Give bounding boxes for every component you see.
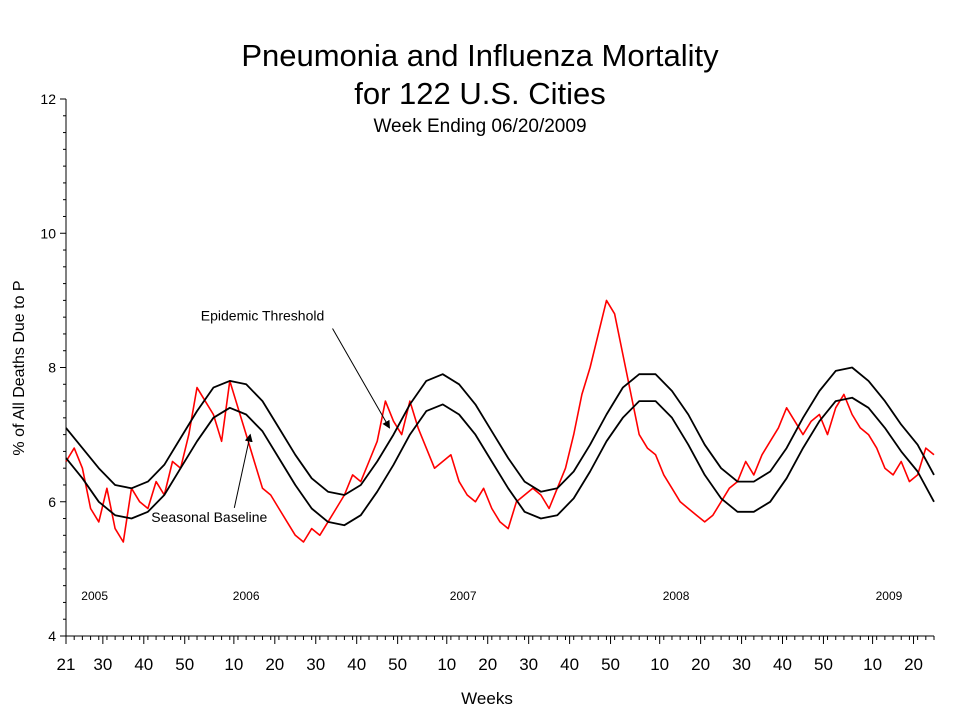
annotation-label: Epidemic Threshold bbox=[201, 308, 324, 324]
x-tick-label: 50 bbox=[814, 655, 833, 674]
x-tick-label: 20 bbox=[691, 655, 710, 674]
x-tick-label: 40 bbox=[347, 655, 366, 674]
year-label: 2008 bbox=[663, 589, 690, 603]
x-ticks: 21 30 40 50 10 20 30 40 50 10 20 30 40 50 10 20 30 40 50 10… bbox=[57, 636, 935, 674]
x-tick-label: 20 bbox=[265, 655, 284, 674]
year-label: 2005 bbox=[81, 589, 108, 603]
year-label: 2006 bbox=[233, 589, 260, 603]
series-line-epidemic-threshold bbox=[65, 366, 935, 496]
series-layer bbox=[65, 299, 935, 543]
series-line-seasonal-baseline bbox=[65, 396, 935, 527]
y-tick-label: 12 bbox=[40, 91, 56, 107]
annotation-arrow bbox=[332, 328, 390, 429]
y-axis-label: % of All Deaths Due to P bbox=[11, 280, 28, 455]
x-tick-label: 21 bbox=[57, 655, 76, 674]
x-tick-label: 30 bbox=[306, 655, 325, 674]
y-tick-label: 6 bbox=[48, 494, 56, 510]
x-tick-label: 30 bbox=[93, 655, 112, 674]
x-tick-label: 10 bbox=[863, 655, 882, 674]
y-tick-label: 4 bbox=[48, 628, 56, 644]
series-line-percent-p-i bbox=[65, 299, 935, 543]
year-labels: 2005 2006 2007 2008 2009 bbox=[81, 589, 902, 603]
y-tick-label: 10 bbox=[40, 225, 56, 241]
x-tick-label: 10 bbox=[650, 655, 669, 674]
y-ticks: 4 6 8 10 12 bbox=[40, 91, 66, 644]
y-tick-label: 8 bbox=[48, 360, 56, 376]
annotation-layer: Epidemic Threshold Seasonal Baseline bbox=[151, 308, 390, 525]
x-tick-label: 40 bbox=[560, 655, 579, 674]
x-tick-label: 10 bbox=[224, 655, 243, 674]
x-tick-label: 20 bbox=[904, 655, 923, 674]
x-tick-label: 40 bbox=[773, 655, 792, 674]
chart-title: Pneumonia and Influenza Mortality bbox=[241, 38, 719, 73]
x-tick-label: 50 bbox=[601, 655, 620, 674]
year-label: 2007 bbox=[450, 589, 477, 603]
x-tick-label: 30 bbox=[732, 655, 751, 674]
x-tick-label: 40 bbox=[134, 655, 153, 674]
axes bbox=[65, 99, 934, 637]
x-axis-label: Weeks bbox=[461, 689, 513, 708]
x-tick-label: 50 bbox=[175, 655, 194, 674]
x-tick-label: 10 bbox=[437, 655, 456, 674]
chart-title-line2: for 122 U.S. Cities bbox=[354, 76, 606, 111]
year-label: 2009 bbox=[876, 589, 903, 603]
annotation-arrow bbox=[233, 433, 253, 508]
x-tick-label: 50 bbox=[388, 655, 407, 674]
x-tick-label: 20 bbox=[478, 655, 497, 674]
annotation-label: Seasonal Baseline bbox=[151, 509, 267, 525]
chart-subtitle: Week Ending 06/20/2009 bbox=[373, 116, 586, 137]
x-tick-label: 30 bbox=[519, 655, 538, 674]
